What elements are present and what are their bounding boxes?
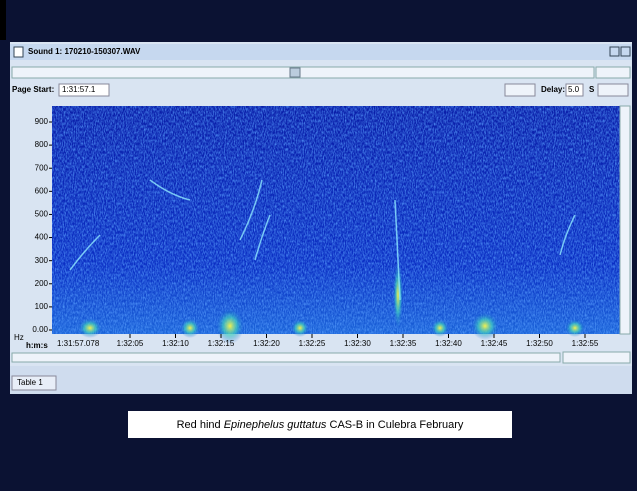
screenshot: Sound 1: 170210-150307.WAV Page Start: 1…	[0, 0, 637, 486]
caption: Red hind Epinephelus guttatus CAS-B in C…	[177, 419, 464, 431]
delay-value: 5.0	[568, 85, 580, 94]
y-label: 300	[35, 256, 49, 265]
y-label: 100	[35, 302, 49, 311]
delay-label: Delay:	[541, 85, 565, 94]
x-label: 1:32:25	[299, 339, 326, 348]
y-label: 800	[35, 140, 49, 149]
y-unit: Hz	[14, 333, 24, 342]
x-label: 1:32:55	[572, 339, 599, 348]
spectrogram-texture	[52, 106, 620, 334]
doc-icon	[14, 47, 23, 57]
x-label: 1:32:15	[208, 339, 235, 348]
window-title: Sound 1: 170210-150307.WAV	[28, 47, 141, 56]
x-label: 1:32:05	[117, 339, 144, 348]
x-label: 1:32:20	[253, 339, 280, 348]
page-start-value: 1:31:57.1	[62, 85, 96, 94]
caption-species: Epinephelus guttatus	[224, 419, 327, 431]
step-buttons[interactable]	[598, 84, 628, 96]
y-label: 200	[35, 279, 49, 288]
play-buttons[interactable]	[505, 84, 535, 96]
caption-after: CAS-B in Culebra February	[326, 419, 463, 431]
scrollbar-top[interactable]	[12, 67, 594, 78]
tab-label: Table 1	[17, 378, 43, 387]
page-start-label: Page Start:	[12, 85, 54, 94]
x-label: 1:32:50	[526, 339, 553, 348]
y-label: 400	[35, 233, 49, 242]
scrollbar-bottom[interactable]	[12, 353, 560, 362]
x-label: 1:32:30	[344, 339, 371, 348]
delay-unit: S	[589, 85, 595, 94]
y-label: 600	[35, 186, 49, 195]
x-label: 1:32:10	[162, 339, 189, 348]
corner	[0, 0, 6, 40]
table-pane	[10, 366, 632, 394]
x-label: 1:32:40	[435, 339, 462, 348]
y-label: 900	[35, 117, 49, 126]
nav-buttons[interactable]	[596, 67, 630, 78]
y-label: 500	[35, 210, 49, 219]
x-label: 1:31:57.078	[57, 339, 100, 348]
caption-before: Red hind	[177, 419, 224, 431]
x-unit: h:m:s	[26, 341, 48, 350]
scroll-thumb[interactable]	[290, 68, 300, 77]
x-label: 1:32:45	[481, 339, 508, 348]
scrollbar-right[interactable]	[620, 106, 630, 334]
x-label: 1:32:35	[390, 339, 417, 348]
page: Sound 1: 170210-150307.WAV Page Start: 1…	[0, 0, 637, 486]
zoom-buttons[interactable]	[563, 352, 630, 363]
y-label: 0.00	[32, 325, 48, 334]
y-label: 700	[35, 163, 49, 172]
